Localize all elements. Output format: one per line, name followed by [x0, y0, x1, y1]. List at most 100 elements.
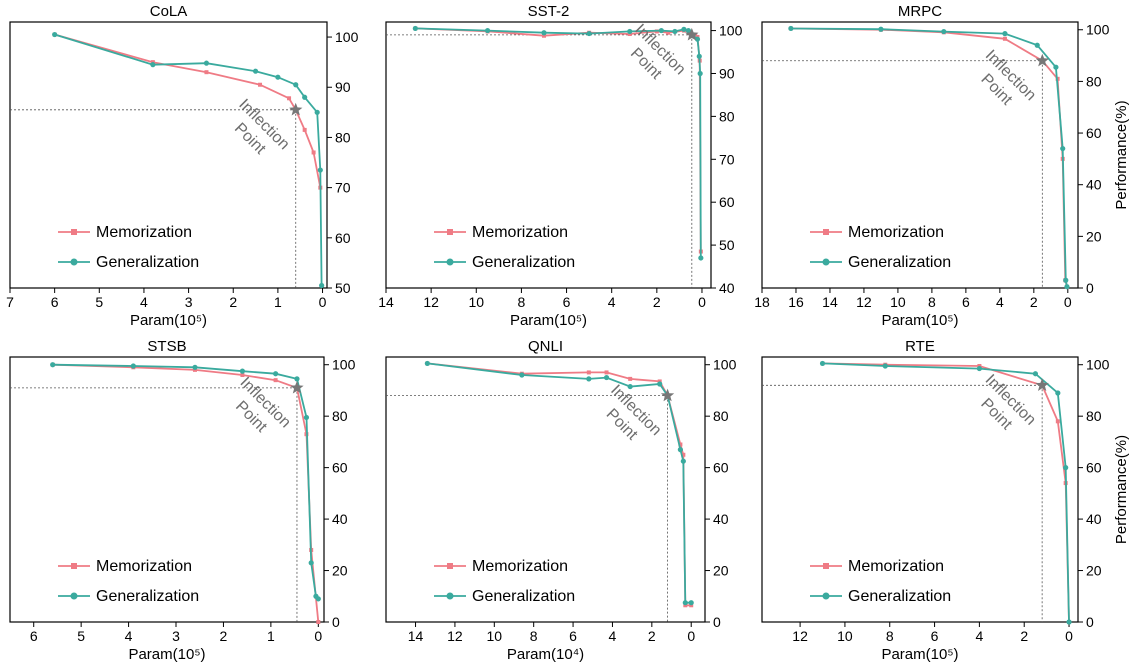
x-tick-label: 4: [975, 628, 983, 644]
x-tick-label: 8: [886, 628, 894, 644]
generalization-point: [1002, 31, 1008, 37]
x-tick-label: 10: [487, 628, 503, 644]
legend-marker: [447, 563, 453, 569]
x-tick-label: 4: [140, 294, 148, 310]
x-tick-label: 4: [125, 628, 133, 644]
generalization-point: [1063, 277, 1069, 283]
memorization-point: [586, 370, 591, 375]
generalization-point: [976, 365, 982, 372]
generalization-point: [303, 414, 310, 421]
series-line-memorization: [415, 27, 702, 252]
y-tick-label: 40: [719, 280, 735, 296]
memorization-point: [204, 70, 209, 75]
inflection-star: [289, 102, 303, 116]
plot-frame: [9, 21, 328, 289]
generalization-point: [697, 70, 703, 77]
y-axis-label: Performance(%): [1113, 100, 1130, 209]
x-tick-label: 3: [185, 294, 193, 310]
y-tick-label: 50: [335, 280, 351, 296]
memorization-point: [604, 370, 609, 375]
legend-label: Memorization: [848, 224, 944, 241]
generalization-point: [50, 362, 56, 368]
generalization-point: [878, 26, 884, 32]
generalization-point: [315, 596, 321, 602]
legend-label: Memorization: [472, 224, 568, 241]
y-tick-label: 60: [335, 230, 351, 246]
generalization-point: [239, 368, 246, 374]
memorization-point: [1002, 36, 1007, 41]
x-tick-label: 5: [95, 294, 103, 310]
x-tick-label: 14: [378, 294, 394, 310]
generalization-point: [1060, 145, 1066, 152]
y-tick-label: 90: [335, 79, 351, 95]
generalization-point: [308, 560, 314, 566]
generalization-point: [519, 372, 525, 378]
generalization-point: [788, 25, 794, 32]
memorization-point: [628, 376, 633, 381]
x-tick-label: 2: [648, 628, 656, 644]
x-tick-label: 2: [1030, 294, 1038, 310]
y-tick-label: 100: [713, 357, 737, 373]
generalization-point: [672, 28, 678, 35]
legend-marker: [823, 229, 829, 235]
generalization-point: [275, 74, 281, 80]
x-axis-label: Param(10⁵): [130, 312, 207, 329]
series-line-generalization: [52, 363, 319, 600]
x-tick-label: 4: [608, 294, 616, 310]
generalization-point: [677, 447, 683, 453]
y-tick-label: 60: [1086, 125, 1102, 141]
y-tick-label: 100: [1086, 357, 1110, 373]
x-tick-label: 16: [788, 294, 804, 310]
generalization-point: [1066, 619, 1072, 625]
memorization-point: [287, 96, 292, 101]
y-tick-label: 80: [1086, 408, 1102, 424]
x-tick-label: 12: [792, 628, 808, 644]
generalization-point: [819, 360, 826, 367]
legend-label: Generalization: [848, 254, 951, 271]
memorization-point: [678, 442, 683, 447]
memorization-point: [541, 33, 546, 38]
x-tick-label: 6: [563, 294, 571, 310]
y-tick-label: 0: [713, 614, 721, 630]
memorization-point: [258, 82, 263, 87]
x-tick-label: 2: [229, 294, 237, 310]
legend-marker: [447, 229, 453, 235]
inflection-star: [685, 27, 699, 41]
x-tick-label: 6: [30, 628, 38, 644]
x-tick-label: 2: [1020, 628, 1028, 644]
y-tick-label: 100: [1086, 22, 1110, 38]
legend-marker: [446, 592, 454, 600]
x-tick-label: 12: [423, 294, 439, 310]
y-tick-label: 0: [1086, 614, 1094, 630]
x-axis-label: Param(10⁵): [510, 312, 587, 329]
x-axis-label: Param(10⁴): [507, 646, 584, 663]
generalization-point: [130, 363, 136, 369]
y-tick-label: 0: [332, 614, 340, 630]
memorization-point: [302, 127, 307, 132]
legend-label: Generalization: [96, 254, 199, 271]
generalization-point: [698, 255, 704, 261]
memorization-point: [311, 150, 316, 155]
x-tick-label: 10: [890, 294, 906, 310]
x-tick-label: 6: [931, 628, 939, 644]
generalization-point: [694, 36, 701, 42]
legend-label: Memorization: [848, 558, 944, 575]
y-tick-label: 70: [335, 180, 351, 196]
y-tick-label: 20: [332, 563, 348, 579]
inflection-star: [1035, 53, 1049, 67]
plot-frame: [761, 356, 1079, 623]
y-tick-label: 90: [719, 65, 735, 81]
legend-marker: [823, 563, 829, 569]
x-tick-label: 0: [1065, 628, 1073, 644]
x-tick-label: 4: [996, 294, 1004, 310]
plot-frame: [385, 356, 706, 623]
y-axis-label: Performance(%): [1113, 435, 1130, 544]
generalization-point: [150, 62, 156, 68]
generalization-point: [603, 374, 610, 381]
x-tick-label: 8: [518, 294, 526, 310]
generalization-point: [302, 94, 308, 100]
legend-label: Memorization: [96, 558, 192, 575]
plot-frame: [761, 21, 1079, 289]
